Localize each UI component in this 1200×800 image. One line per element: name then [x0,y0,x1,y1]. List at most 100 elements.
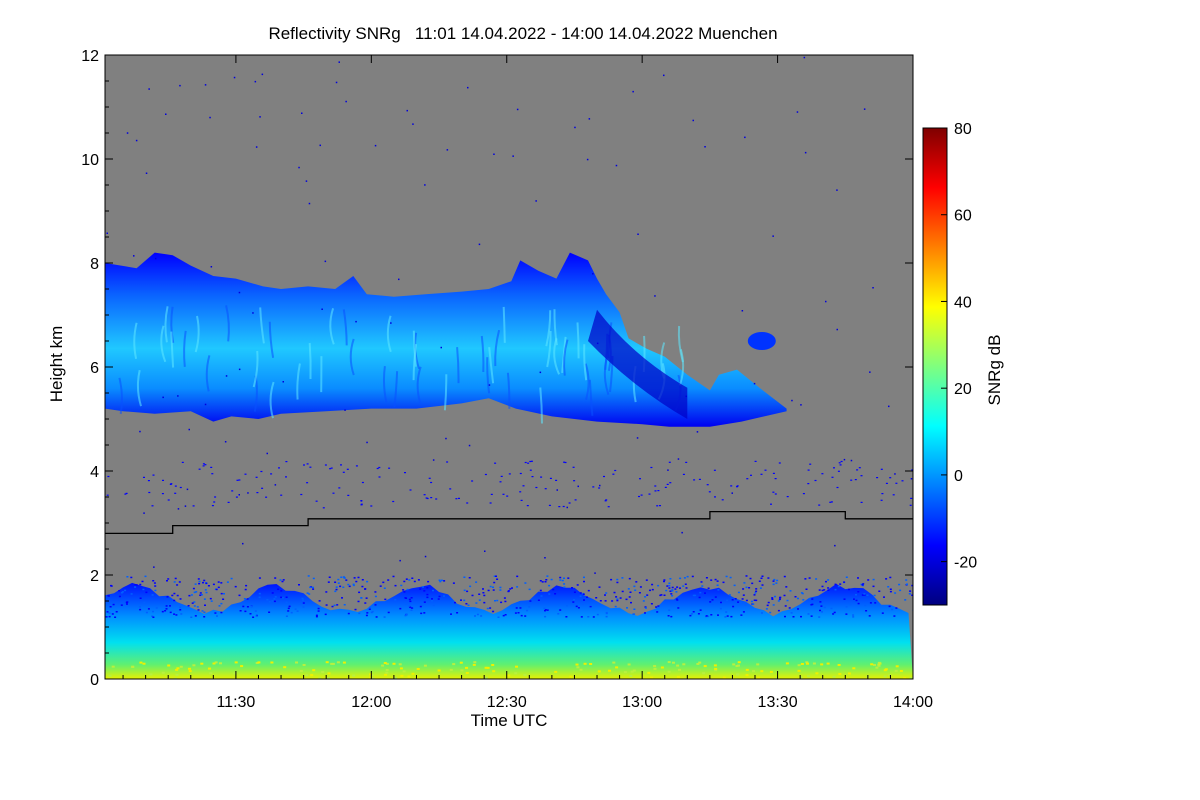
echo-speckle [179,665,183,668]
noise-pixel [347,494,350,496]
echo-speckle [717,589,720,591]
echo-speckle [516,586,519,588]
noise-pixel [894,473,896,475]
noise-pixel [378,466,381,469]
echo-speckle [179,606,182,609]
echo-speckle [118,595,121,598]
noise-pixel [698,478,701,480]
noise-pixel [153,566,155,568]
echo-speckle [374,595,377,598]
noise-pixel [821,473,824,475]
noise-pixel [399,559,401,562]
echo-speckle [519,607,522,609]
echo-speckle [818,589,821,591]
noise-pixel [161,493,164,495]
echo-speckle [628,577,631,580]
echo-speckle [173,581,176,583]
echo-speckle [343,577,346,579]
noise-pixel [535,486,538,489]
echo-speckle [800,592,803,594]
echo-speckle [312,577,315,580]
echo-speckle [131,666,135,668]
noise-pixel [659,505,661,507]
echo-speckle [469,585,472,588]
echo-speckle [539,589,542,592]
echo-speckle [249,613,252,615]
fall-streak [576,322,580,359]
echo-speckle [165,605,168,607]
echo-speckle [106,611,109,613]
fall-streak [225,305,230,342]
echo-speckle [684,583,687,585]
fall-streak [382,365,388,403]
y-tick-label: 12 [81,48,99,65]
noise-pixel [188,428,190,431]
echo-speckle [877,663,881,666]
echo-speckle [717,614,719,616]
x-tick-label: 12:00 [351,694,391,711]
noise-pixel [174,492,177,494]
echo-speckle [465,666,468,669]
noise-pixel [259,116,261,118]
echo-speckle [755,590,758,593]
noise-pixel [214,496,217,498]
fall-streak [164,306,169,343]
echo-speckle [399,607,402,610]
echo-speckle [629,675,633,677]
noise-pixel [398,278,400,281]
echo-speckle [855,594,857,596]
fall-streak [584,363,590,400]
noise-pixel [809,463,812,465]
echo-speckle [660,594,663,596]
noise-pixel [428,477,431,479]
fall-streak [545,310,552,347]
echo-speckle [797,664,801,667]
echo-speckle [671,590,674,592]
echo-speckle [772,583,775,586]
colorbar-tick-label: 20 [954,381,972,398]
noise-pixel [254,80,257,83]
echo-speckle [573,591,576,593]
echo-speckle [327,581,330,583]
echo-speckle [769,670,773,673]
echo-speckle [873,594,876,597]
echo-speckle [898,583,901,586]
echo-speckle [635,581,638,583]
echo-speckle [571,587,573,589]
echo-speckle [139,608,142,611]
echo-speckle [597,670,601,673]
echo-speckle [130,593,133,595]
echo-speckle [258,577,261,579]
noise-pixel [654,490,657,492]
echo-speckle [374,591,377,593]
echo-speckle [605,612,608,615]
noise-pixel [804,151,807,154]
echo-speckle [288,605,291,608]
echo-speckle [327,672,331,675]
noise-pixel [378,476,381,478]
noise-pixel [741,310,744,312]
noise-pixel [345,100,347,103]
echo-speckle [335,588,338,591]
echo-speckle [173,592,176,595]
noise-pixel [885,482,888,484]
noise-pixel [530,460,533,462]
echo-speckle [335,586,338,588]
echo-speckle [108,674,112,677]
echo-speckle [325,591,328,593]
noise-pixel [324,260,327,263]
echo-speckle [200,594,203,596]
echo-speckle [837,664,841,666]
echo-speckle [671,586,674,589]
noise-pixel [753,382,756,385]
fall-streak [412,330,417,367]
echo-speckle [302,602,305,604]
echo-speckle [203,611,206,613]
noise-pixel [632,90,634,93]
echo-speckle [707,587,710,589]
echo-speckle [484,666,488,669]
echo-speckle [756,663,760,666]
noise-pixel [490,493,493,495]
echo-speckle [400,674,404,677]
echo-speckle [644,596,647,598]
